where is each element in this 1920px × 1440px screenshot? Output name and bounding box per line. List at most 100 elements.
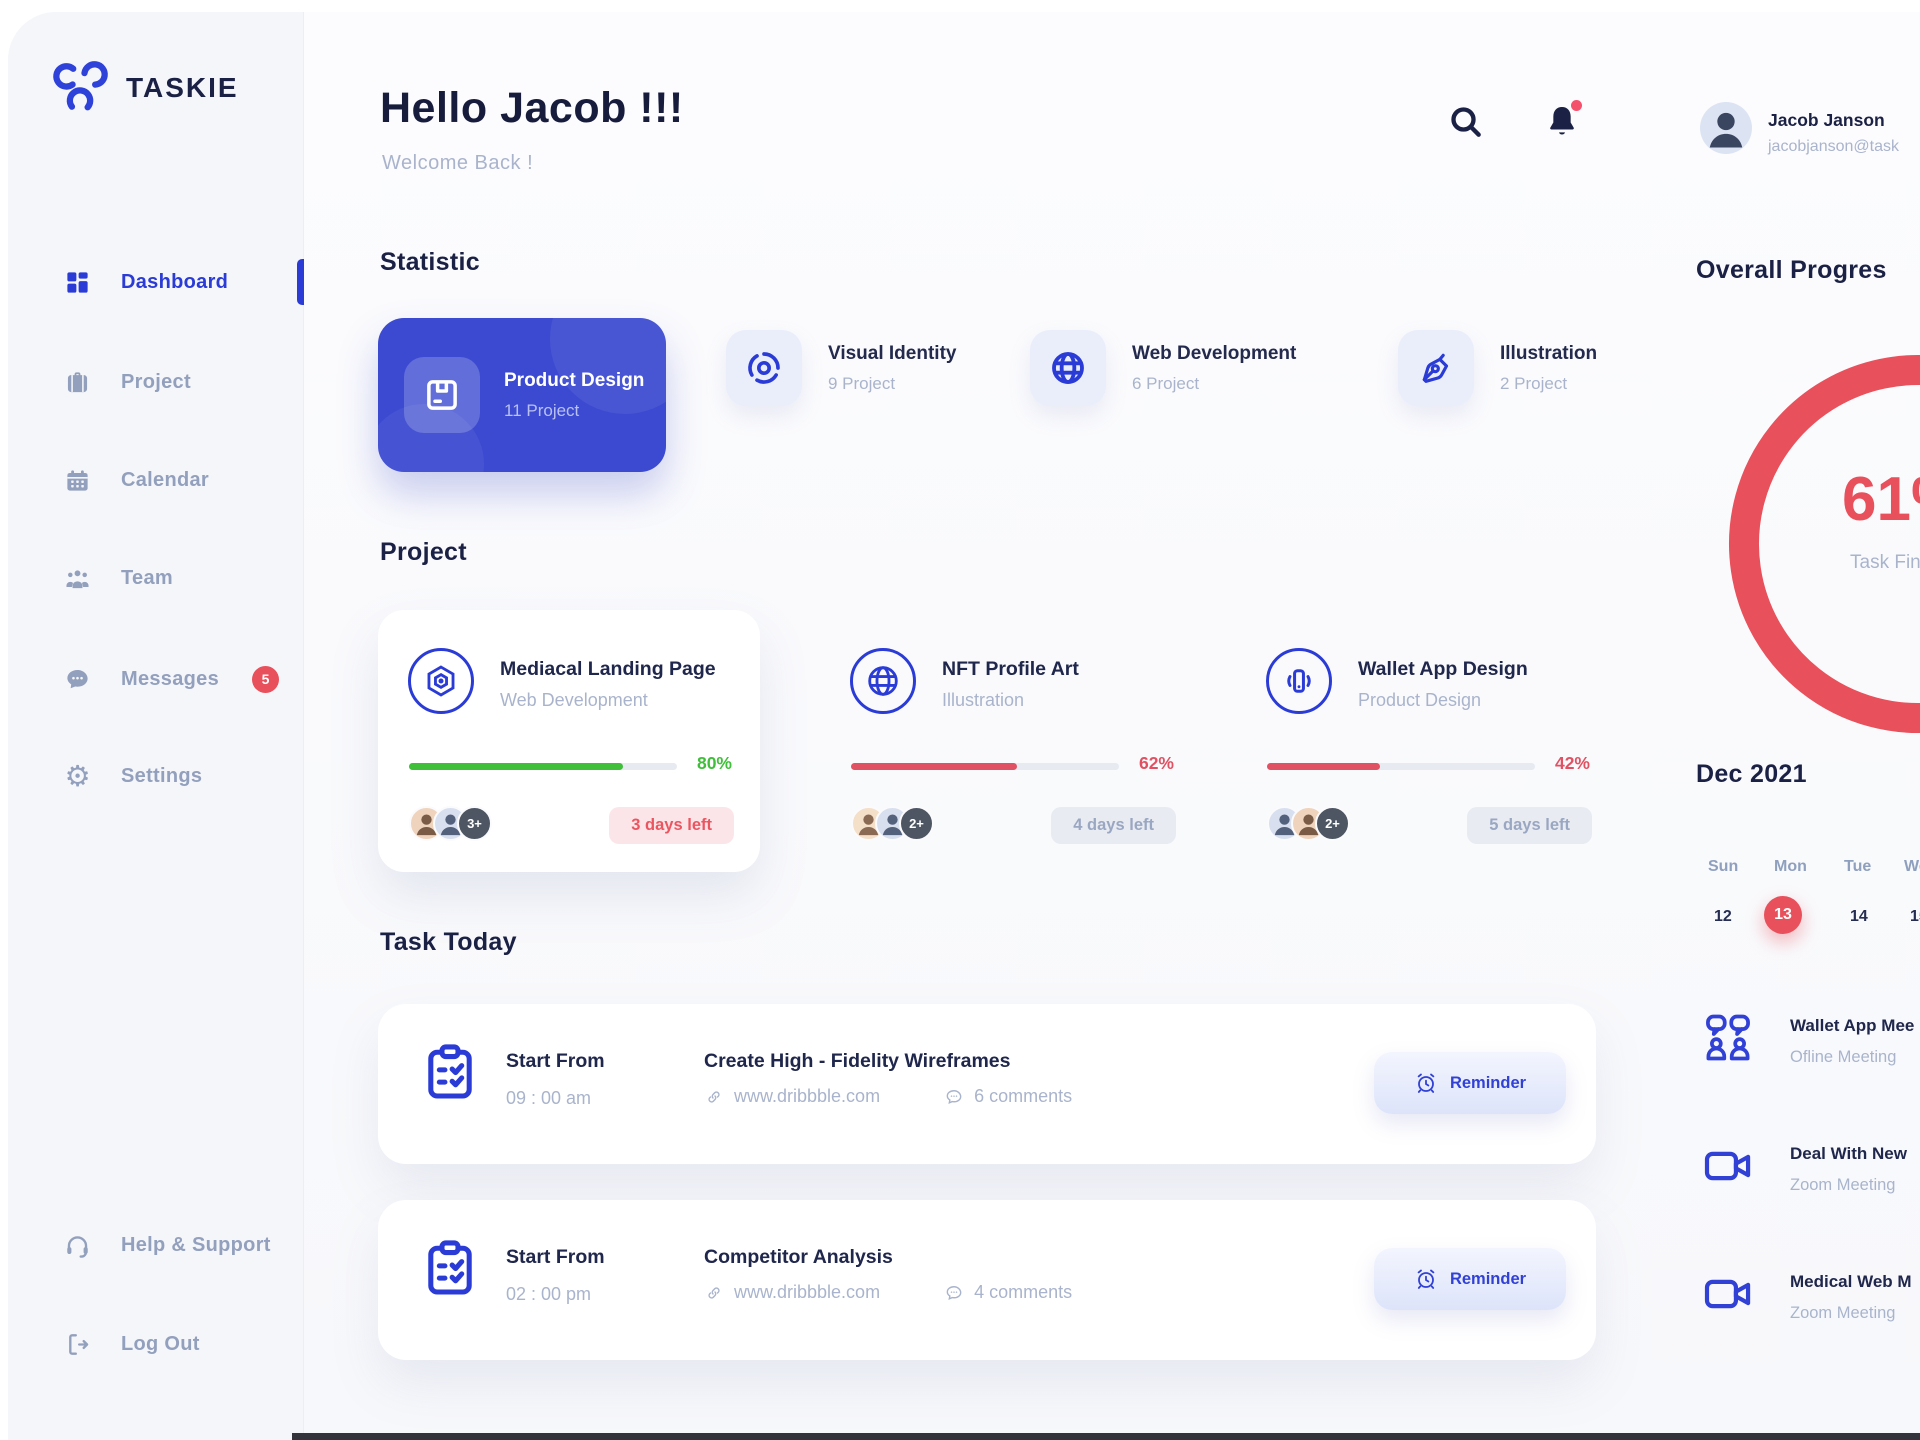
member-avatars: 3+: [409, 806, 492, 841]
statistic-title: Statistic: [380, 248, 480, 276]
stat-icon-tile: [404, 357, 480, 433]
overall-progress-title: Overall Progres: [1696, 256, 1887, 284]
project-card[interactable]: Mediacal Landing Page Web Development 80…: [378, 610, 760, 872]
calendar-date[interactable]: 12: [1714, 908, 1732, 925]
sidebar-item-label: Calendar: [121, 468, 209, 491]
sidebar-item-settings[interactable]: ⚙ Settings: [8, 744, 303, 808]
spiral-icon: [748, 352, 780, 384]
task-time: 02 : 00 pm: [506, 1284, 592, 1304]
profile-email: jacobjanson@task: [1768, 138, 1899, 155]
extra-members-badge: 2+: [899, 806, 934, 841]
days-left-badge: 4 days left: [1051, 807, 1176, 844]
calendar-day-name: Sun: [1708, 858, 1739, 875]
team-icon: [66, 569, 89, 588]
task-name: Competitor Analysis: [704, 1246, 893, 1268]
brand-name: TASKIE: [126, 72, 239, 103]
briefcase-icon: [67, 371, 88, 392]
calendar-date-selected[interactable]: 13: [1764, 896, 1802, 934]
project-icon-circle: [1266, 648, 1332, 714]
task-row[interactable]: Start From 09 : 00 am Create High - Fide…: [378, 1004, 1596, 1164]
sidebar-item-team[interactable]: Team: [8, 546, 303, 610]
reminder-button[interactable]: Reminder: [1374, 1248, 1566, 1310]
calendar-month-title: Dec 2021: [1696, 760, 1807, 788]
people-chat-icon: [1700, 1010, 1756, 1066]
meeting-title[interactable]: Wallet App Mee: [1790, 1016, 1915, 1035]
sidebar-item-label: Project: [121, 370, 191, 393]
meeting-title[interactable]: Deal With New: [1790, 1144, 1907, 1163]
task-meta: www.dribbble.com 6 comments: [704, 1086, 1072, 1107]
search-icon: [1451, 107, 1481, 137]
sidebar-item-label: Dashboard: [121, 270, 229, 293]
notification-dot: [1571, 100, 1582, 111]
comment-icon: [946, 1285, 962, 1300]
stat-card-title: Illustration: [1500, 342, 1598, 364]
stat-icon-tile: [1030, 330, 1106, 406]
extra-members-badge: 3+: [457, 806, 492, 841]
globe-icon: [868, 666, 898, 696]
sidebar-item-dashboard[interactable]: Dashboard: [8, 250, 304, 314]
profile-name: Jacob Janson: [1768, 110, 1885, 130]
progress-fill: [409, 763, 624, 770]
sidebar-item-label: Settings: [121, 764, 203, 787]
project-category: Illustration: [942, 690, 1025, 710]
task-start-label: Start From: [506, 1246, 605, 1268]
alarm-clock-icon: [1417, 1073, 1435, 1093]
progress-percent: 62%: [1138, 753, 1174, 773]
welcome-subtitle: Welcome Back !: [382, 152, 534, 174]
project-name: Wallet App Design: [1358, 658, 1528, 680]
sidebar-item-label: Help & Support: [121, 1233, 271, 1256]
project-category: Web Development: [500, 690, 648, 710]
progress-track: [851, 763, 1119, 770]
notifications-button[interactable]: [1542, 100, 1582, 147]
link-icon: [708, 1286, 720, 1299]
sidebar-item-messages[interactable]: Messages 5: [8, 647, 303, 711]
taskie-logo-icon: [53, 61, 108, 114]
task-row[interactable]: Start From 02 : 00 pm Competitor Analysi…: [378, 1200, 1596, 1360]
logout-icon: [69, 1333, 89, 1355]
stat-icon-tile: [726, 330, 802, 406]
task-url[interactable]: www.dribbble.com: [734, 1282, 881, 1302]
sidebar: TASKIE Dashboard Project: [8, 12, 304, 1440]
reminder-button[interactable]: Reminder: [1374, 1052, 1566, 1114]
task-comments[interactable]: 4 comments: [974, 1282, 1073, 1302]
task-comments[interactable]: 6 comments: [974, 1086, 1073, 1106]
sidebar-item-project[interactable]: Project: [8, 350, 303, 414]
stat-card-count: 9 Project: [828, 373, 896, 393]
project-card[interactable]: Wallet App Design Product Design 42% 2+ …: [1236, 610, 1618, 872]
bell-icon: [1550, 107, 1574, 135]
calendar-date[interactable]: 14: [1850, 908, 1868, 925]
sidebar-item-logout[interactable]: Log Out: [8, 1312, 303, 1376]
calendar-date[interactable]: 15: [1910, 908, 1920, 925]
calendar-day-name: Tue: [1844, 858, 1872, 875]
sidebar-item-label: Messages: [121, 667, 220, 690]
stat-icon-tile: [1398, 330, 1474, 406]
project-icon-circle: [408, 648, 474, 714]
hexagon-molecule-icon: [427, 665, 455, 697]
sidebar-item-help-support[interactable]: Help & Support: [8, 1213, 303, 1277]
progress-ring: [1710, 344, 1920, 769]
project-card[interactable]: NFT Profile Art Illustration 62% 2+ 4 da…: [820, 610, 1202, 872]
stat-card-title: Product Design: [504, 369, 645, 391]
task-url[interactable]: www.dribbble.com: [734, 1086, 881, 1106]
member-avatars: 2+: [851, 806, 934, 841]
avatar: [433, 806, 468, 841]
progress-fill: [851, 763, 1018, 770]
meeting-title[interactable]: Medical Web M: [1790, 1272, 1912, 1291]
phone-waves-icon: [1287, 669, 1311, 693]
stat-card-product-design[interactable]: Product Design 11 Project: [378, 318, 666, 472]
stat-card-title: Web Development: [1132, 342, 1297, 364]
days-left-badge: 3 days left: [609, 807, 734, 844]
sidebar-item-calendar[interactable]: Calendar: [8, 448, 303, 512]
stat-card-visual-identity[interactable]: Visual Identity 9 Project: [726, 330, 956, 406]
clipboard-check-icon: [418, 1236, 482, 1305]
search-button[interactable]: [1446, 102, 1486, 147]
days-left-badge: 5 days left: [1467, 807, 1592, 844]
stat-card-count: 11 Project: [504, 400, 580, 420]
stat-card-count: 6 Project: [1132, 373, 1200, 393]
alarm-clock-icon: [1417, 1269, 1435, 1289]
meeting-type: Ofline Meeting: [1790, 1048, 1897, 1066]
avatar[interactable]: [1700, 102, 1752, 154]
stat-card-illustration[interactable]: Illustration 2 Project: [1398, 330, 1597, 406]
stat-card-web-development[interactable]: Web Development 6 Project: [1030, 330, 1296, 406]
globe-icon: [1052, 352, 1084, 384]
